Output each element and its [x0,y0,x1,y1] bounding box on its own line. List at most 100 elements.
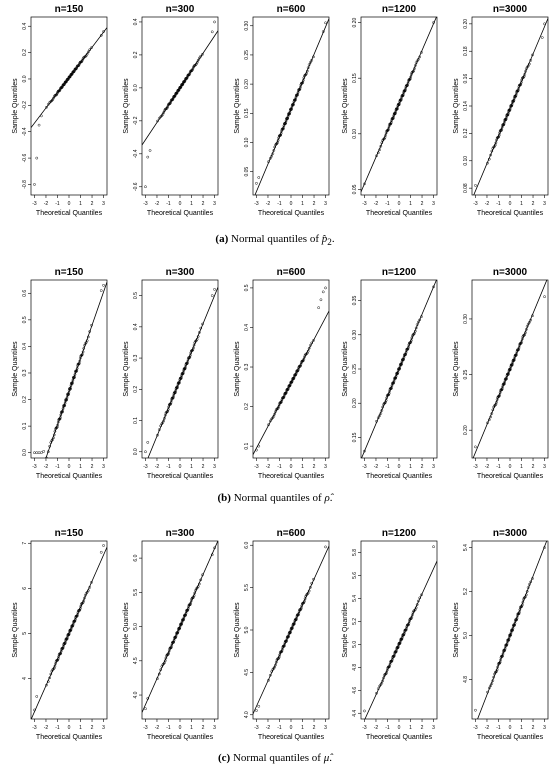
y-axis-label: Sample Quantiles [12,602,19,658]
qq-point [292,376,296,380]
qq-panel: n=150 -3 -2 -1 0 1 2 3 4 5 6 7 Theoretical Quantiles… [12,528,108,741]
x-tick-label: 1 [190,725,193,731]
x-axis-label: Theoretical Quantiles [147,473,214,480]
qq-point [363,182,366,186]
qq-point [525,325,529,328]
qq-point [514,94,518,97]
qq-point [517,612,521,615]
qq-point [277,656,281,660]
x-axis-label: Theoretical Quantiles [477,734,544,741]
plot-frame [30,16,108,196]
qq-point [492,145,496,149]
y-axis-label: Sample Quantiles [453,341,460,397]
plot-area [31,544,107,719]
qq-point [156,119,159,123]
qq-point [512,99,516,102]
qq-point [489,153,493,157]
qq-point [508,109,512,112]
qq-point [486,161,489,165]
qq-point [182,616,186,620]
x-tick-label: -3 [362,725,367,731]
y-tick-label: 0.1 [22,422,28,429]
qq-point [174,636,178,639]
qq-point [392,654,396,658]
qq-point [529,580,533,584]
qq-point [165,106,169,110]
qq-point [389,122,393,126]
qq-point [88,330,92,333]
qq-point [45,683,48,687]
qq-point [294,618,298,621]
qq-point [81,350,85,354]
panel-title: n=600 [277,528,306,539]
qq-point [521,600,525,604]
qq-point [183,366,187,370]
qq-point [61,410,64,414]
qq-point [210,294,214,297]
x-tick-label: -2 [155,201,160,207]
qq-point [270,154,274,158]
y-axis-label: Sample Quantiles [342,341,349,397]
qq-point [500,129,503,132]
qq-point [515,618,518,621]
x-tick-label: 2 [421,725,424,731]
y-axis-label: Sample Quantiles [12,341,19,397]
y-tick-label: 0.0 [22,75,28,82]
qq-point [543,546,546,549]
qq-point [255,448,258,452]
qq-point [201,53,204,56]
qq-point [401,93,405,97]
qq-panel: n=600 -3 -2 -1 0 1 2 3 4.0 4.5 5.0 5.5 6.0 Theoretica… [234,528,330,741]
qq-point [283,642,287,646]
qq-point [312,339,315,342]
qq-point [280,400,283,403]
x-axis-label: Theoretical Quantiles [366,210,433,217]
qq-point [474,184,477,187]
qq-point [181,371,185,375]
qq-point [404,353,407,356]
qq-point [46,103,50,106]
y-tick-label: 0.08 [463,183,469,193]
qq-point [286,388,290,392]
qq-point [363,709,366,713]
qq-point [79,60,83,64]
y-tick-label: 0.3 [22,369,28,376]
x-tick-label: 2 [532,725,535,731]
qq-point [381,679,385,683]
qq-point [90,581,93,584]
qq-point [267,160,270,164]
qq-point [402,356,406,359]
panel-title: n=300 [166,528,195,539]
x-tick-label: -1 [385,201,390,207]
qq-point [86,589,90,592]
qq-point [317,306,320,310]
qq-point [524,70,527,73]
qq-point [531,314,534,318]
plot-area [472,280,548,458]
qq-point [163,107,167,111]
qq-point [199,54,203,58]
qq-point [156,677,159,680]
qq-point [45,105,48,109]
qq-point [99,550,103,554]
x-tick-label: 1 [190,201,193,207]
qq-point [163,659,167,663]
y-tick-label: 0.20 [352,398,358,408]
qq-point [33,708,36,712]
caption-c: (c) Normal quantiles of μ̂. [218,752,332,764]
y-tick-label: 5.8 [352,549,358,556]
qq-panel: n=150 -3 -2 -1 0 1 2 3 0.0 0.1 0.2 0.3 0.4 0.5 0.6 Theo… [12,267,108,480]
qq-point [83,596,86,600]
qq-point [308,344,312,347]
x-tick-label: -3 [143,725,148,731]
y-tick-label: 0.10 [463,156,469,166]
qq-point [504,117,508,121]
qq-point [413,64,417,67]
y-tick-label: 4.0 [244,711,250,718]
qq-point [282,124,286,127]
qq-point [190,349,194,352]
x-tick-label: -1 [496,201,501,207]
caption-b: (b) Normal quantiles of ρ̂. [217,492,333,504]
x-tick-label: 3 [324,464,327,470]
qq-point [514,353,518,357]
